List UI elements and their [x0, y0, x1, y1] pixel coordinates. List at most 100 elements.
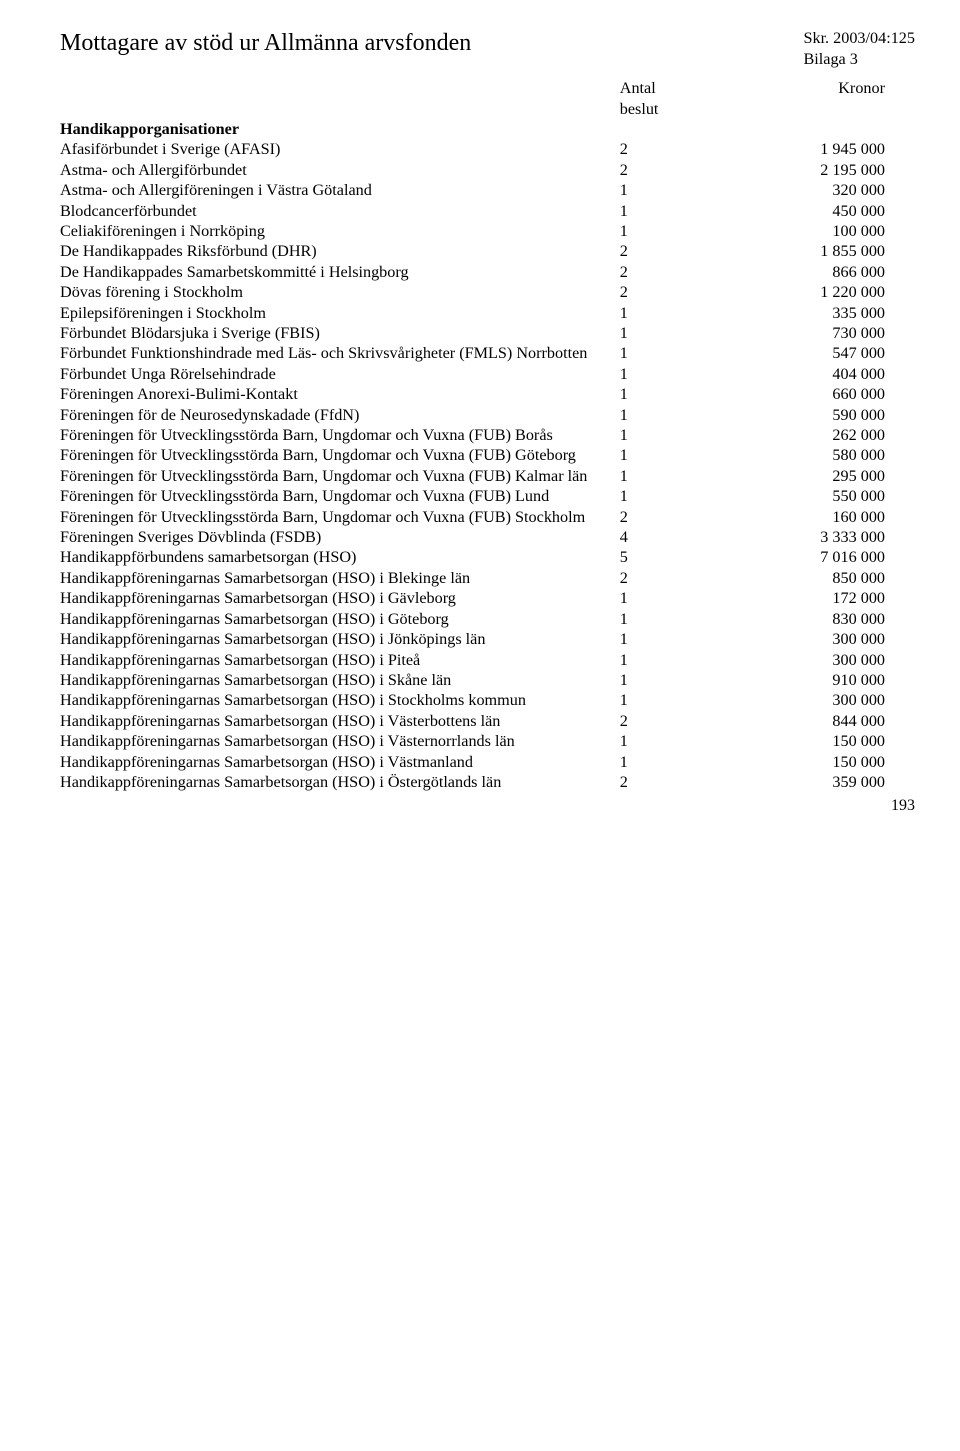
- kronor: 590 000: [718, 405, 915, 425]
- antal-beslut: 1: [616, 343, 719, 363]
- org-name: Handikappföreningarnas Samarbetsorgan (H…: [60, 670, 616, 690]
- org-name: Handikappföreningarnas Samarbetsorgan (H…: [60, 752, 616, 772]
- table-row: Förbundet Blödarsjuka i Sverige (FBIS)17…: [60, 323, 915, 343]
- table-row: Föreningen för de Neurosedynskadade (Ffd…: [60, 405, 915, 425]
- kronor: 844 000: [718, 711, 915, 731]
- table-row: De Handikappades Riksförbund (DHR)21 855…: [60, 241, 915, 261]
- antal-beslut: 2: [616, 772, 719, 792]
- header-kronor: Kronor: [838, 79, 885, 97]
- kronor: 295 000: [718, 466, 915, 486]
- antal-beslut: 1: [616, 405, 719, 425]
- kronor: 580 000: [718, 445, 915, 465]
- org-name: Handikappföreningarnas Samarbetsorgan (H…: [60, 690, 616, 710]
- kronor: 910 000: [718, 670, 915, 690]
- org-name: Föreningen för Utvecklingsstörda Barn, U…: [60, 466, 616, 486]
- org-name: Förbundet Unga Rörelsehindrade: [60, 364, 616, 384]
- kronor: 850 000: [718, 568, 915, 588]
- table-row: Föreningen för Utvecklingsstörda Barn, U…: [60, 445, 915, 465]
- antal-beslut: 2: [616, 507, 719, 527]
- org-name: Föreningen för Utvecklingsstörda Barn, U…: [60, 445, 616, 465]
- org-name: Astma- och Allergiföreningen i Västra Gö…: [60, 180, 616, 200]
- doc-reference: Skr. 2003/04:125 Bilaga 3: [803, 28, 915, 70]
- table-row: Afasiförbundet i Sverige (AFASI)21 945 0…: [60, 139, 915, 159]
- doc-ref-line1: Skr. 2003/04:125: [803, 28, 915, 49]
- table-row: Föreningen för Utvecklingsstörda Barn, U…: [60, 486, 915, 506]
- org-name: Föreningen Sveriges Dövblinda (FSDB): [60, 527, 616, 547]
- kronor: 100 000: [718, 221, 915, 241]
- kronor: 866 000: [718, 262, 915, 282]
- antal-beslut: 1: [616, 609, 719, 629]
- kronor: 335 000: [718, 303, 915, 323]
- antal-beslut: 2: [616, 282, 719, 302]
- kronor: 7 016 000: [718, 547, 915, 567]
- table-row: Föreningen för Utvecklingsstörda Barn, U…: [60, 466, 915, 486]
- table-row: Astma- och Allergiföreningen i Västra Gö…: [60, 180, 915, 200]
- kronor: 1 855 000: [718, 241, 915, 261]
- kronor: 172 000: [718, 588, 915, 608]
- org-name: Epilepsiföreningen i Stockholm: [60, 303, 616, 323]
- antal-beslut: 2: [616, 160, 719, 180]
- antal-beslut: 1: [616, 650, 719, 670]
- antal-beslut: 2: [616, 139, 719, 159]
- kronor: 150 000: [718, 731, 915, 751]
- kronor: 300 000: [718, 690, 915, 710]
- section-heading: Handikapporganisationer: [60, 119, 616, 139]
- table-row: Handikappförbundens samarbetsorgan (HSO)…: [60, 547, 915, 567]
- antal-beslut: 1: [616, 201, 719, 221]
- antal-beslut: 1: [616, 180, 719, 200]
- kronor: 262 000: [718, 425, 915, 445]
- table-row: Astma- och Allergiförbundet22 195 000: [60, 160, 915, 180]
- kronor: 300 000: [718, 650, 915, 670]
- table-row: Föreningen Anorexi-Bulimi-Kontakt1660 00…: [60, 384, 915, 404]
- kronor: 320 000: [718, 180, 915, 200]
- antal-beslut: 2: [616, 262, 719, 282]
- table-header-row: Antal beslut Kronor: [60, 78, 915, 119]
- kronor: 450 000: [718, 201, 915, 221]
- kronor: 404 000: [718, 364, 915, 384]
- antal-beslut: 1: [616, 303, 719, 323]
- kronor: 1 220 000: [718, 282, 915, 302]
- antal-beslut: 2: [616, 568, 719, 588]
- table-row: Handikappföreningarnas Samarbetsorgan (H…: [60, 650, 915, 670]
- funding-table: Antal beslut Kronor Handikapporganisatio…: [60, 78, 915, 792]
- table-row: Epilepsiföreningen i Stockholm1335 000: [60, 303, 915, 323]
- doc-ref-line2: Bilaga 3: [803, 49, 915, 70]
- table-row: Handikappföreningarnas Samarbetsorgan (H…: [60, 588, 915, 608]
- kronor: 1 945 000: [718, 139, 915, 159]
- org-name: Blodcancerförbundet: [60, 201, 616, 221]
- table-row: Handikappföreningarnas Samarbetsorgan (H…: [60, 670, 915, 690]
- org-name: Handikappföreningarnas Samarbetsorgan (H…: [60, 629, 616, 649]
- table-row: Förbundet Funktionshindrade med Läs- och…: [60, 343, 915, 363]
- kronor: 550 000: [718, 486, 915, 506]
- table-row: Handikappföreningarnas Samarbetsorgan (H…: [60, 568, 915, 588]
- antal-beslut: 1: [616, 670, 719, 690]
- antal-beslut: 1: [616, 466, 719, 486]
- org-name: De Handikappades Samarbetskommitté i Hel…: [60, 262, 616, 282]
- page-number: 193: [60, 796, 915, 816]
- org-name: Handikappföreningarnas Samarbetsorgan (H…: [60, 772, 616, 792]
- table-row: Celiakiföreningen i Norrköping1100 000: [60, 221, 915, 241]
- org-name: Astma- och Allergiförbundet: [60, 160, 616, 180]
- org-name: Föreningen Anorexi-Bulimi-Kontakt: [60, 384, 616, 404]
- antal-beslut: 1: [616, 221, 719, 241]
- page-header: Mottagare av stöd ur Allmänna arvsfonden…: [60, 28, 915, 70]
- table-row: Dövas förening i Stockholm21 220 000: [60, 282, 915, 302]
- antal-beslut: 1: [616, 425, 719, 445]
- kronor: 160 000: [718, 507, 915, 527]
- section-heading-row: Handikapporganisationer: [60, 119, 915, 139]
- kronor: 3 333 000: [718, 527, 915, 547]
- org-name: Handikappföreningarnas Samarbetsorgan (H…: [60, 588, 616, 608]
- table-row: Föreningen för Utvecklingsstörda Barn, U…: [60, 425, 915, 445]
- org-name: Förbundet Funktionshindrade med Läs- och…: [60, 343, 616, 363]
- table-row: Föreningen Sveriges Dövblinda (FSDB)43 3…: [60, 527, 915, 547]
- table-row: Handikappföreningarnas Samarbetsorgan (H…: [60, 772, 915, 792]
- org-name: Handikappförbundens samarbetsorgan (HSO): [60, 547, 616, 567]
- kronor: 660 000: [718, 384, 915, 404]
- antal-beslut: 1: [616, 752, 719, 772]
- table-row: De Handikappades Samarbetskommitté i Hel…: [60, 262, 915, 282]
- header-antal: Antal: [620, 79, 656, 97]
- table-row: Handikappföreningarnas Samarbetsorgan (H…: [60, 731, 915, 751]
- table-row: Handikappföreningarnas Samarbetsorgan (H…: [60, 609, 915, 629]
- antal-beslut: 1: [616, 486, 719, 506]
- org-name: Föreningen för Utvecklingsstörda Barn, U…: [60, 425, 616, 445]
